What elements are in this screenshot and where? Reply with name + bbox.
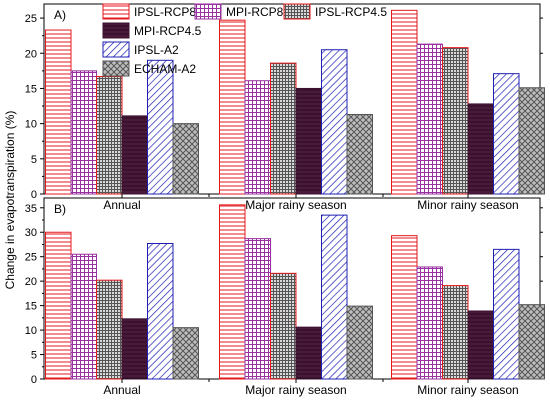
y-tick-label: 5 [31,154,37,166]
bar-ipsl-a2-2 [493,73,520,195]
bar-ipsl-rcp8-5-0 [45,29,72,195]
y-tick-label: 35 [25,203,37,215]
bar-ipsl-rcp8-5-2 [391,235,418,380]
legend-label: ECHAM-A2 [134,62,196,76]
panel-label: A) [54,8,66,22]
bar-mpi-rcp8-5-1 [244,80,271,195]
bar-mpi-rcp4-5-1 [295,326,322,380]
legend-label: MPI-RCP4.5 [134,24,202,38]
bar-ipsl-rcp8-5-1 [219,204,246,380]
legend-swatch-echam-a2 [102,60,130,77]
legend-label: IPSL-A2 [134,43,179,57]
bar-mpi-rcp4-5-2 [467,310,494,380]
x-tick-label: Major rainy season [245,383,346,397]
y-tick-label: 10 [25,325,37,337]
x-tick-label: Minor rainy season [417,383,518,397]
y-tick-label: 30 [25,227,37,239]
bar-mpi-rcp8-5-2 [416,266,443,380]
bar-mpi-rcp8-5-0 [70,253,97,380]
legend-swatch-mpi-rcp4-5 [102,22,130,39]
bar-echam-a2-2 [518,304,545,380]
y-tick-label: 25 [25,13,37,25]
legend-label: MPI-RCP8.5 [226,5,294,19]
legend-swatch-ipsl-a2 [102,41,130,58]
y-tick-label: 25 [25,252,37,264]
bar-echam-a2-1 [346,305,373,380]
bar-mpi-rcp8-5-2 [416,43,443,195]
x-tick-label: Annual [103,383,140,397]
y-tick-label: 20 [25,276,37,288]
bar-ipsl-rcp4-5-2 [442,47,469,195]
bar-mpi-rcp8-5-1 [244,238,271,380]
x-tick-label: Annual [103,198,140,212]
bar-ipsl-a2-0 [147,242,174,380]
bar-ipsl-a2-0 [147,59,174,195]
legend-swatch-mpi-rcp8-5 [194,3,222,20]
y-tick-label: 5 [31,350,37,362]
y-tick-label: 10 [25,119,37,131]
panel-label: B) [54,202,66,216]
legend-label: IPSL-RCP8.5 [134,5,206,19]
bar-echam-a2-0 [172,327,199,380]
y-tick-label: 15 [25,83,37,95]
legend-swatch-ipsl-rcp4-5 [283,3,311,20]
y-tick-label: 0 [31,374,37,386]
bar-ipsl-rcp4-5-2 [442,285,469,380]
bar-mpi-rcp4-5-0 [121,318,148,380]
y-tick-label: 15 [25,301,37,313]
bar-ipsl-rcp8-5-1 [219,19,246,195]
bar-echam-a2-2 [518,87,545,195]
bar-ipsl-rcp8-5-2 [391,9,418,195]
bar-mpi-rcp4-5-1 [295,87,322,195]
bar-ipsl-a2-2 [493,248,520,380]
bar-mpi-rcp4-5-0 [121,115,148,195]
bar-ipsl-rcp4-5-0 [96,279,123,380]
bar-mpi-rcp8-5-0 [70,70,97,195]
bar-mpi-rcp4-5-2 [467,103,494,195]
legend-swatch-ipsl-rcp8-5 [102,3,130,20]
bar-ipsl-rcp4-5-1 [270,62,297,195]
y-tick-label: 20 [25,48,37,60]
bar-ipsl-rcp4-5-1 [270,272,297,380]
bar-ipsl-a2-1 [321,49,348,195]
bar-ipsl-rcp8-5-0 [45,231,72,380]
bar-echam-a2-1 [346,113,373,195]
legend-label: IPSL-RCP4.5 [315,5,387,19]
x-tick-label: Minor rainy season [417,198,518,212]
bar-echam-a2-0 [172,123,199,195]
y-tick-label: 0 [31,189,37,201]
y-axis-title: Change in evapotranspiration (%) [3,111,17,290]
bar-ipsl-rcp4-5-0 [96,75,123,195]
x-tick-label: Major rainy season [245,198,346,212]
bar-ipsl-a2-1 [321,214,348,380]
